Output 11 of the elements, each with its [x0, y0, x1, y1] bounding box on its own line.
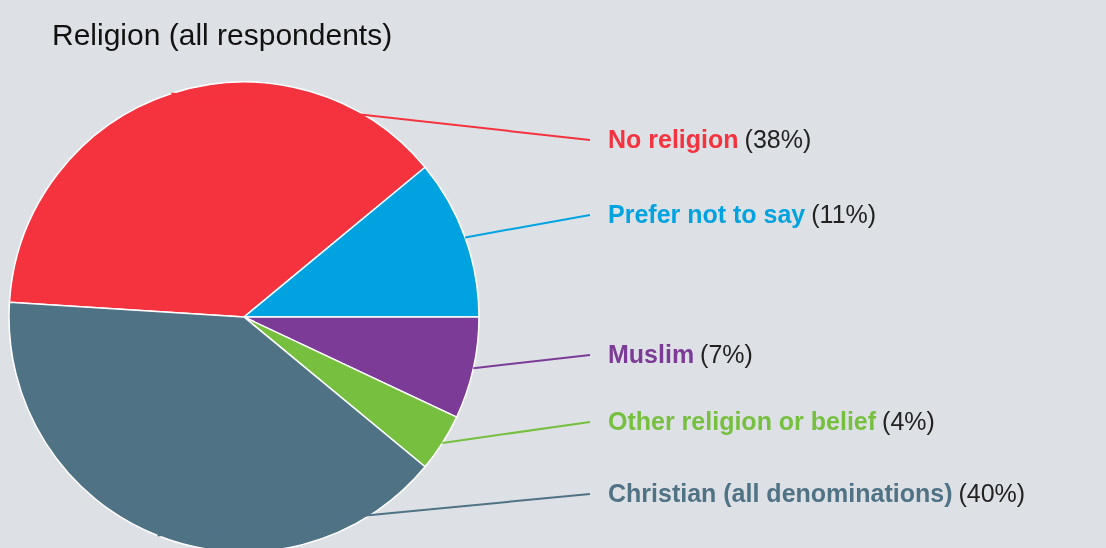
data-label: (7%) [700, 340, 753, 368]
slice-label: Prefer not to say [608, 200, 806, 228]
slice-label: Other religion or belief [608, 407, 877, 435]
data-label: (11%) [811, 200, 877, 228]
data-label: (4%) [882, 407, 935, 435]
data-label: (38%) [744, 125, 812, 153]
slice-label: Muslim [608, 340, 695, 368]
chart-title: Religion (all respondents) [52, 18, 393, 51]
slice-label: Christian (all denominations) [608, 479, 953, 507]
data-label: (40%) [958, 479, 1026, 507]
slice-label: No religion [608, 125, 739, 153]
